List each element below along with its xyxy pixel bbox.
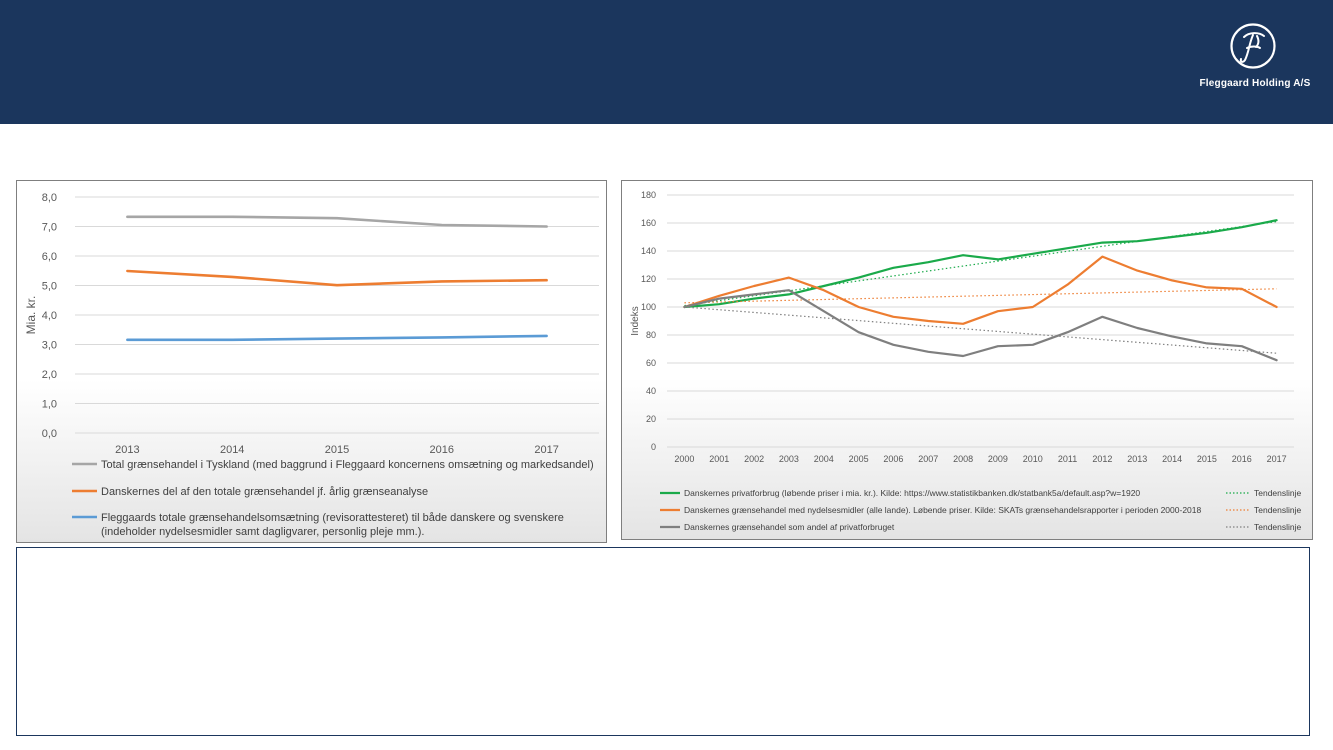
header-bar: Fleggaard Holding A/S — [0, 0, 1333, 124]
y-tick-label: 180 — [641, 190, 656, 200]
y-axis-label: Indeks — [630, 306, 641, 335]
y-tick-label: 40 — [646, 386, 656, 396]
script-f-monogram-icon — [1230, 23, 1276, 69]
x-tick-label: 2010 — [1023, 454, 1043, 464]
y-tick-label: 60 — [646, 358, 656, 368]
x-tick-label: 2015 — [325, 444, 349, 456]
x-tick-label: 2006 — [883, 454, 903, 464]
x-tick-label: 2016 — [1232, 454, 1252, 464]
trendline-3 — [684, 306, 1277, 354]
y-tick-label: 160 — [641, 218, 656, 228]
y-axis-label: Mia. kr. — [24, 296, 38, 335]
x-tick-label: 2005 — [849, 454, 869, 464]
x-tick-label: 2012 — [1092, 454, 1112, 464]
y-tick-label: 100 — [641, 302, 656, 312]
y-tick-label: 7,0 — [42, 222, 57, 234]
line-chart-indeks: 0 20 40 60 80 100 120 140 160 180 2000 2001 2002 2003… — [630, 190, 1302, 532]
series-line-1 — [683, 219, 1278, 309]
x-tick-label: 2001 — [709, 454, 729, 464]
y-tick-label: 1,0 — [42, 399, 57, 411]
y-tick-label: 120 — [641, 274, 656, 284]
legend-label: Danskernes del af den totale grænsehande… — [101, 486, 428, 498]
legend-label: Danskernes grænsehandel med nydelsesmidl… — [684, 505, 1201, 515]
y-tick-label: 6,0 — [42, 251, 57, 263]
x-tick-label: 2014 — [220, 444, 244, 456]
x-tick-label: 2013 — [115, 444, 139, 456]
brand-name: Fleggaard Holding A/S — [1199, 78, 1311, 89]
legend-label: Danskernes grænsehandel som andel af pri… — [684, 522, 895, 532]
y-tick-label: 5,0 — [42, 281, 57, 293]
notes-box — [16, 547, 1310, 736]
x-tick-label: 2003 — [779, 454, 799, 464]
x-tick-label: 2011 — [1058, 454, 1077, 464]
x-tick-label: 2008 — [953, 454, 973, 464]
x-tick-label: 2015 — [1197, 454, 1217, 464]
series-line-3 — [683, 289, 1278, 362]
legend-trend-label: Tendenslinje — [1254, 505, 1302, 515]
y-tick-label: 140 — [641, 246, 656, 256]
chart-panel-left: 0,0 1,0 2,0 3,0 4,0 5,0 6,0 7,0 8,0 2013 2014 2015 2… — [16, 180, 607, 543]
legend-trend-label: Tendenslinje — [1254, 522, 1302, 532]
trendline-2 — [684, 288, 1277, 304]
x-tick-label: 2009 — [988, 454, 1008, 464]
x-tick-label: 2007 — [918, 454, 938, 464]
y-tick-label: 20 — [646, 414, 656, 424]
x-tick-label: 2017 — [1267, 454, 1287, 464]
x-tick-label: 2016 — [430, 444, 454, 456]
x-tick-label: 2004 — [814, 454, 834, 464]
x-tick-label: 2002 — [744, 454, 764, 464]
x-tick-label: 2000 — [674, 454, 694, 464]
x-tick-label: 2013 — [1127, 454, 1147, 464]
series-line-2 — [683, 255, 1278, 325]
x-tick-label: 2014 — [1162, 454, 1182, 464]
x-tick-label: 2017 — [534, 444, 558, 456]
series-line-3 — [126, 334, 548, 342]
y-tick-label: 8,0 — [42, 192, 57, 204]
legend-label: Fleggaards totale grænsehandelsomsætning… — [101, 512, 564, 538]
y-tick-label: 0 — [651, 442, 656, 452]
series-line-1 — [126, 215, 548, 228]
line-chart-mia-kr: 0,0 1,0 2,0 3,0 4,0 5,0 6,0 7,0 8,0 2013 2014 2015 2… — [24, 192, 599, 538]
brand-logo: Fleggaard Holding A/S — [1195, 22, 1315, 97]
chart-panel-right: 0 20 40 60 80 100 120 140 160 180 2000 2001 2002 2003… — [621, 180, 1313, 540]
legend-label: Total grænsehandel i Tyskland (med baggr… — [101, 459, 594, 471]
y-tick-label: 80 — [646, 330, 656, 340]
y-tick-label: 4,0 — [42, 310, 57, 322]
series-line-2 — [126, 269, 548, 287]
legend-label: Danskernes privatforbrug (løbende priser… — [684, 488, 1140, 498]
y-tick-label: 2,0 — [42, 369, 57, 381]
y-tick-label: 3,0 — [42, 340, 57, 352]
y-tick-label: 0,0 — [42, 428, 57, 440]
legend-trend-label: Tendenslinje — [1254, 488, 1302, 498]
